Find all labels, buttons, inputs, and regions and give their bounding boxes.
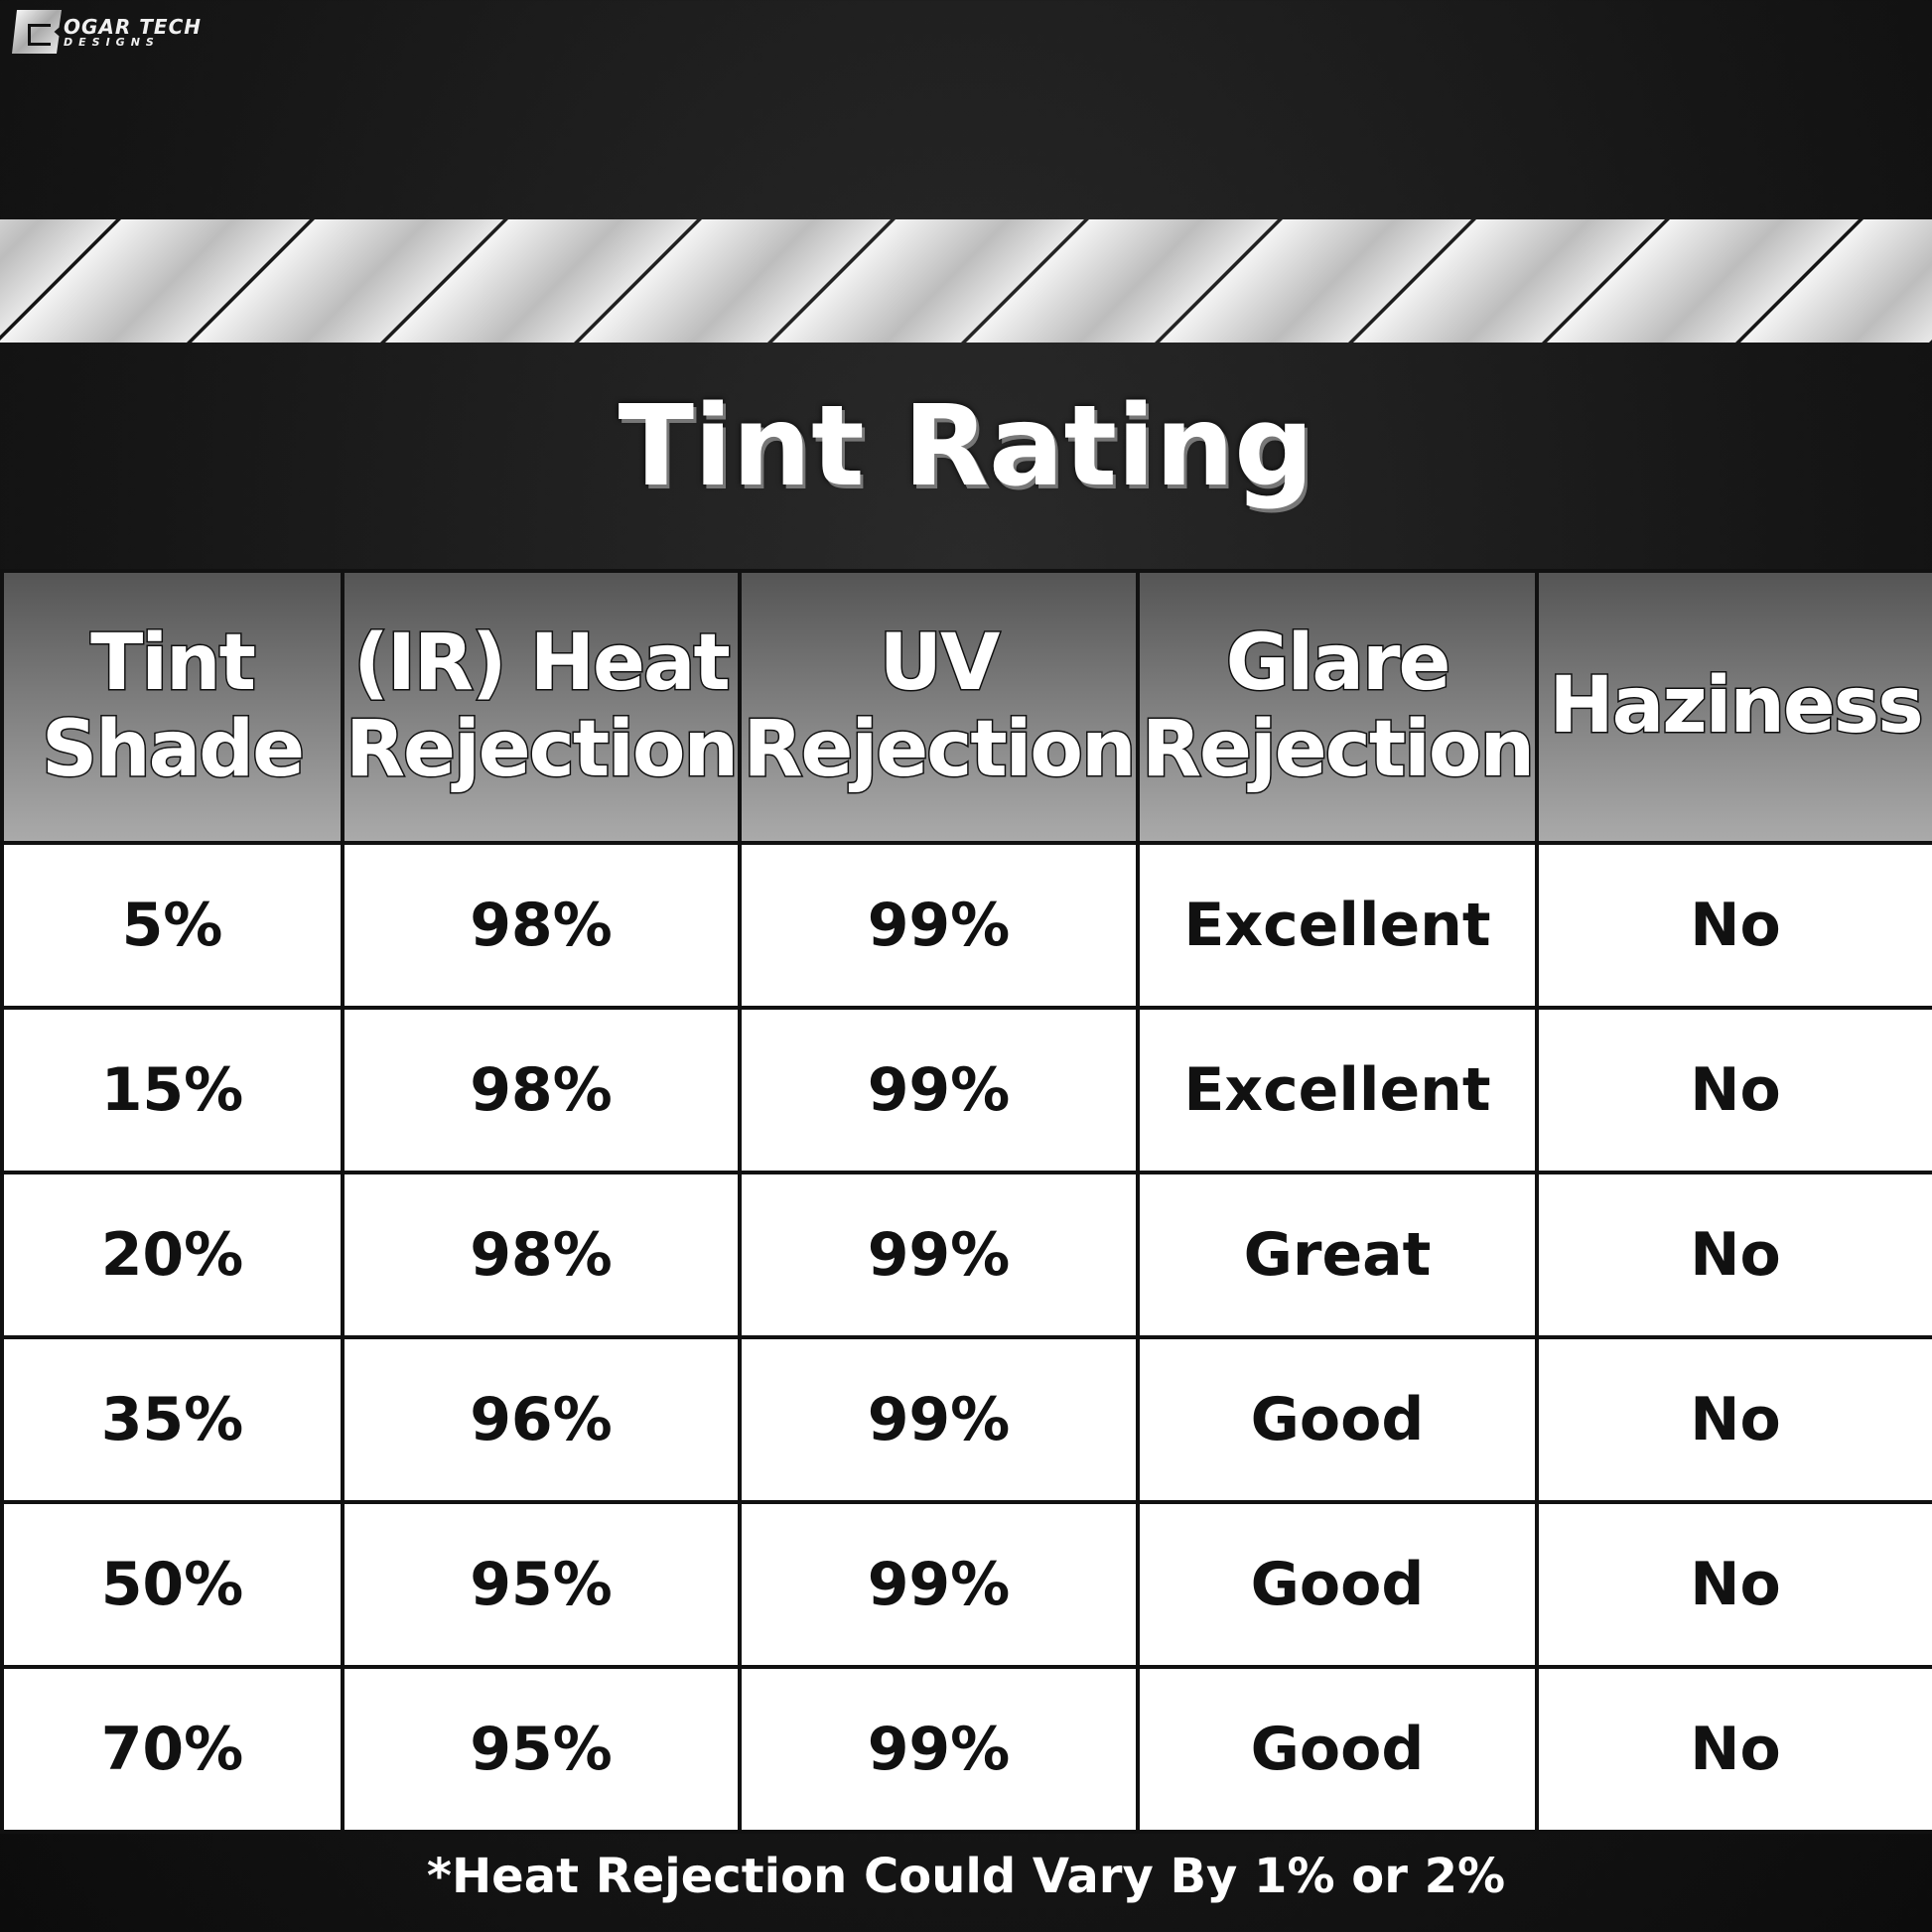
table-cell: No xyxy=(1535,1006,1932,1174)
table-cell: 70% xyxy=(0,1665,345,1834)
table-cell: 95% xyxy=(341,1665,742,1834)
table-cell: No xyxy=(1535,1665,1932,1834)
column-header: Tint Shade xyxy=(0,569,345,845)
header-line: (IR) Heat xyxy=(352,618,733,708)
table-row: 20% 98% 99% Great No xyxy=(0,1171,1932,1339)
page-title: Tint Rating xyxy=(618,382,1314,511)
header-line: Haziness xyxy=(1548,661,1925,752)
table-cell: Good xyxy=(1136,1665,1539,1834)
table-row: 5% 98% 99% Excellent No xyxy=(0,841,1932,1010)
header-line: Tint xyxy=(89,618,258,708)
table-cell: 99% xyxy=(738,1335,1140,1504)
footnote: *Heat Rejection Could Vary By 1% or 2% xyxy=(426,1849,1506,1904)
table-row: 70% 95% 99% Good No xyxy=(0,1665,1932,1834)
column-header: Glare Rejection xyxy=(1136,569,1539,845)
decorative-stripes xyxy=(0,219,1932,343)
header-line: Glare xyxy=(1224,618,1452,708)
logo-b-mark xyxy=(12,10,62,54)
table-cell: 15% xyxy=(0,1006,345,1174)
table-cell: 20% xyxy=(0,1171,345,1339)
table-cell: Great xyxy=(1136,1171,1539,1339)
header-line: Shade xyxy=(40,705,306,795)
table-cell: 98% xyxy=(341,1171,742,1339)
bogar-tech-logo: OGAR TECH DESIGNS xyxy=(12,10,202,54)
table-cell: 99% xyxy=(738,841,1140,1010)
table-cell: 99% xyxy=(738,1171,1140,1339)
table-cell: No xyxy=(1535,841,1932,1010)
header-line: Rejection xyxy=(1141,705,1537,795)
table-cell: 99% xyxy=(738,1006,1140,1174)
logo-line2: DESIGNS xyxy=(64,35,160,49)
table-row: 35% 96% 99% Good No xyxy=(0,1335,1932,1504)
table-cell: Excellent xyxy=(1136,1006,1539,1174)
table-cell: 5% xyxy=(0,841,345,1010)
table-row: 15% 98% 99% Excellent No xyxy=(0,1006,1932,1174)
table-cell: 35% xyxy=(0,1335,345,1504)
table-row: 50% 95% 99% Good No xyxy=(0,1500,1932,1669)
logo-text: OGAR TECH DESIGNS xyxy=(64,17,202,48)
table-cell: 98% xyxy=(341,1006,742,1174)
table-cell: 99% xyxy=(738,1665,1140,1834)
logo-line1: OGAR TECH xyxy=(64,14,202,39)
header-line: Rejection xyxy=(742,705,1138,795)
table-cell: No xyxy=(1535,1335,1932,1504)
table-cell: 98% xyxy=(341,841,742,1010)
table-cell: Good xyxy=(1136,1335,1539,1504)
table-cell: No xyxy=(1535,1171,1932,1339)
table-cell: 99% xyxy=(738,1500,1140,1669)
table-cell: 95% xyxy=(341,1500,742,1669)
header-line: UV xyxy=(878,618,1002,708)
table-cell: No xyxy=(1535,1500,1932,1669)
header-line: Rejection xyxy=(345,705,741,795)
column-header: UV Rejection xyxy=(738,569,1140,845)
table-cell: Good xyxy=(1136,1500,1539,1669)
column-header: (IR) Heat Rejection xyxy=(341,569,742,845)
tint-rating-table: Tint Shade (IR) Heat Rejection UV Rejection Gl… xyxy=(0,569,1932,1834)
column-header: Haziness xyxy=(1535,569,1932,845)
table-cell: 96% xyxy=(341,1335,742,1504)
table-cell: Excellent xyxy=(1136,841,1539,1010)
table-cell: 50% xyxy=(0,1500,345,1669)
